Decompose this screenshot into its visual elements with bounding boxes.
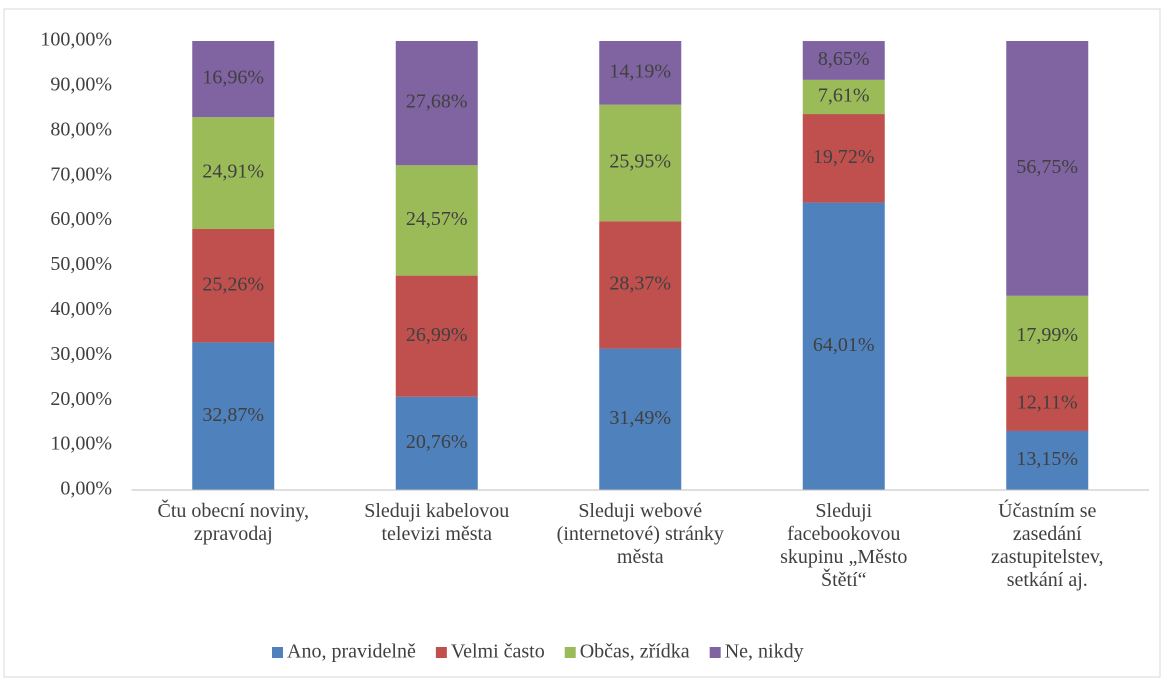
data-label: 64,01% <box>813 334 875 356</box>
y-tick-label: 90,00% <box>50 73 112 95</box>
data-label: 8,65% <box>818 48 870 70</box>
y-tick-label: 20,00% <box>50 388 112 410</box>
bar-segment <box>192 41 275 118</box>
data-label: 12,11% <box>1017 391 1078 413</box>
bar-segment <box>192 342 275 490</box>
data-label: 16,96% <box>202 67 264 89</box>
y-tick-label: 30,00% <box>50 343 112 365</box>
bar-segment <box>395 165 478 276</box>
data-label: 27,68% <box>406 91 468 113</box>
x-tick-label: Účastním se zasedání zastupitelstev, set… <box>990 500 1104 591</box>
x-tick-label: Sleduji kabelovou televizi města <box>364 500 510 545</box>
bar-segment <box>599 41 682 105</box>
data-label: 26,99% <box>406 324 468 346</box>
legend-swatch <box>564 647 576 658</box>
x-tick-label: Čtu obecní noviny, zpravodaj <box>157 500 309 545</box>
bar-segment <box>1006 41 1089 296</box>
bar-segment <box>802 41 885 80</box>
y-tick-label: 10,00% <box>50 433 112 455</box>
data-label: 7,61% <box>818 85 870 107</box>
bar-segment <box>599 348 682 490</box>
bar-segment <box>192 117 275 229</box>
legend-swatch <box>709 647 721 658</box>
bar-segment <box>802 79 885 115</box>
x-tick-label: Sleduji facebookovou skupinu „Město Štět… <box>780 500 908 591</box>
data-label: 28,37% <box>609 273 671 295</box>
legend-label: Ano, pravidelně <box>287 641 416 663</box>
bar-segment <box>395 41 478 166</box>
data-label: 20,76% <box>406 431 468 453</box>
bar-segment <box>395 396 478 490</box>
bar-segment <box>192 228 275 343</box>
data-label: 19,72% <box>813 146 875 168</box>
bar-segment <box>802 202 885 490</box>
data-label: 25,26% <box>202 273 264 295</box>
y-tick-label: 80,00% <box>50 118 112 140</box>
data-label: 24,57% <box>406 208 468 230</box>
data-label: 17,99% <box>1016 324 1078 346</box>
bar-segment <box>802 114 885 203</box>
y-tick-label: 60,00% <box>50 208 112 230</box>
bar-segment <box>599 221 682 349</box>
bar-segment <box>599 104 682 222</box>
y-tick-label: 0,00% <box>60 478 112 500</box>
y-tick-label: 100,00% <box>40 29 112 51</box>
bar-segment <box>1006 430 1089 490</box>
data-label: 32,87% <box>202 404 264 426</box>
bar-segment <box>1006 295 1089 377</box>
y-tick-label: 50,00% <box>50 253 112 275</box>
data-label: 25,95% <box>609 151 671 173</box>
legend-label: Velmi často <box>451 641 545 663</box>
bar-segment <box>1006 376 1089 431</box>
y-tick-label: 70,00% <box>50 163 112 185</box>
bar-segment <box>395 275 478 397</box>
legend-swatch <box>435 647 447 658</box>
data-label: 56,75% <box>1016 156 1078 178</box>
data-label: 24,91% <box>202 161 264 183</box>
legend-label: Občas, zřídka <box>580 641 690 663</box>
legend-label: Ne, nikdy <box>725 641 804 663</box>
data-label: 31,49% <box>609 407 671 429</box>
x-tick-label: Sleduji webové (internetové) stránky měs… <box>556 500 724 568</box>
data-label: 14,19% <box>609 60 671 82</box>
y-tick-label: 40,00% <box>50 298 112 320</box>
legend-swatch <box>272 647 283 658</box>
data-label: 13,15% <box>1016 448 1078 470</box>
